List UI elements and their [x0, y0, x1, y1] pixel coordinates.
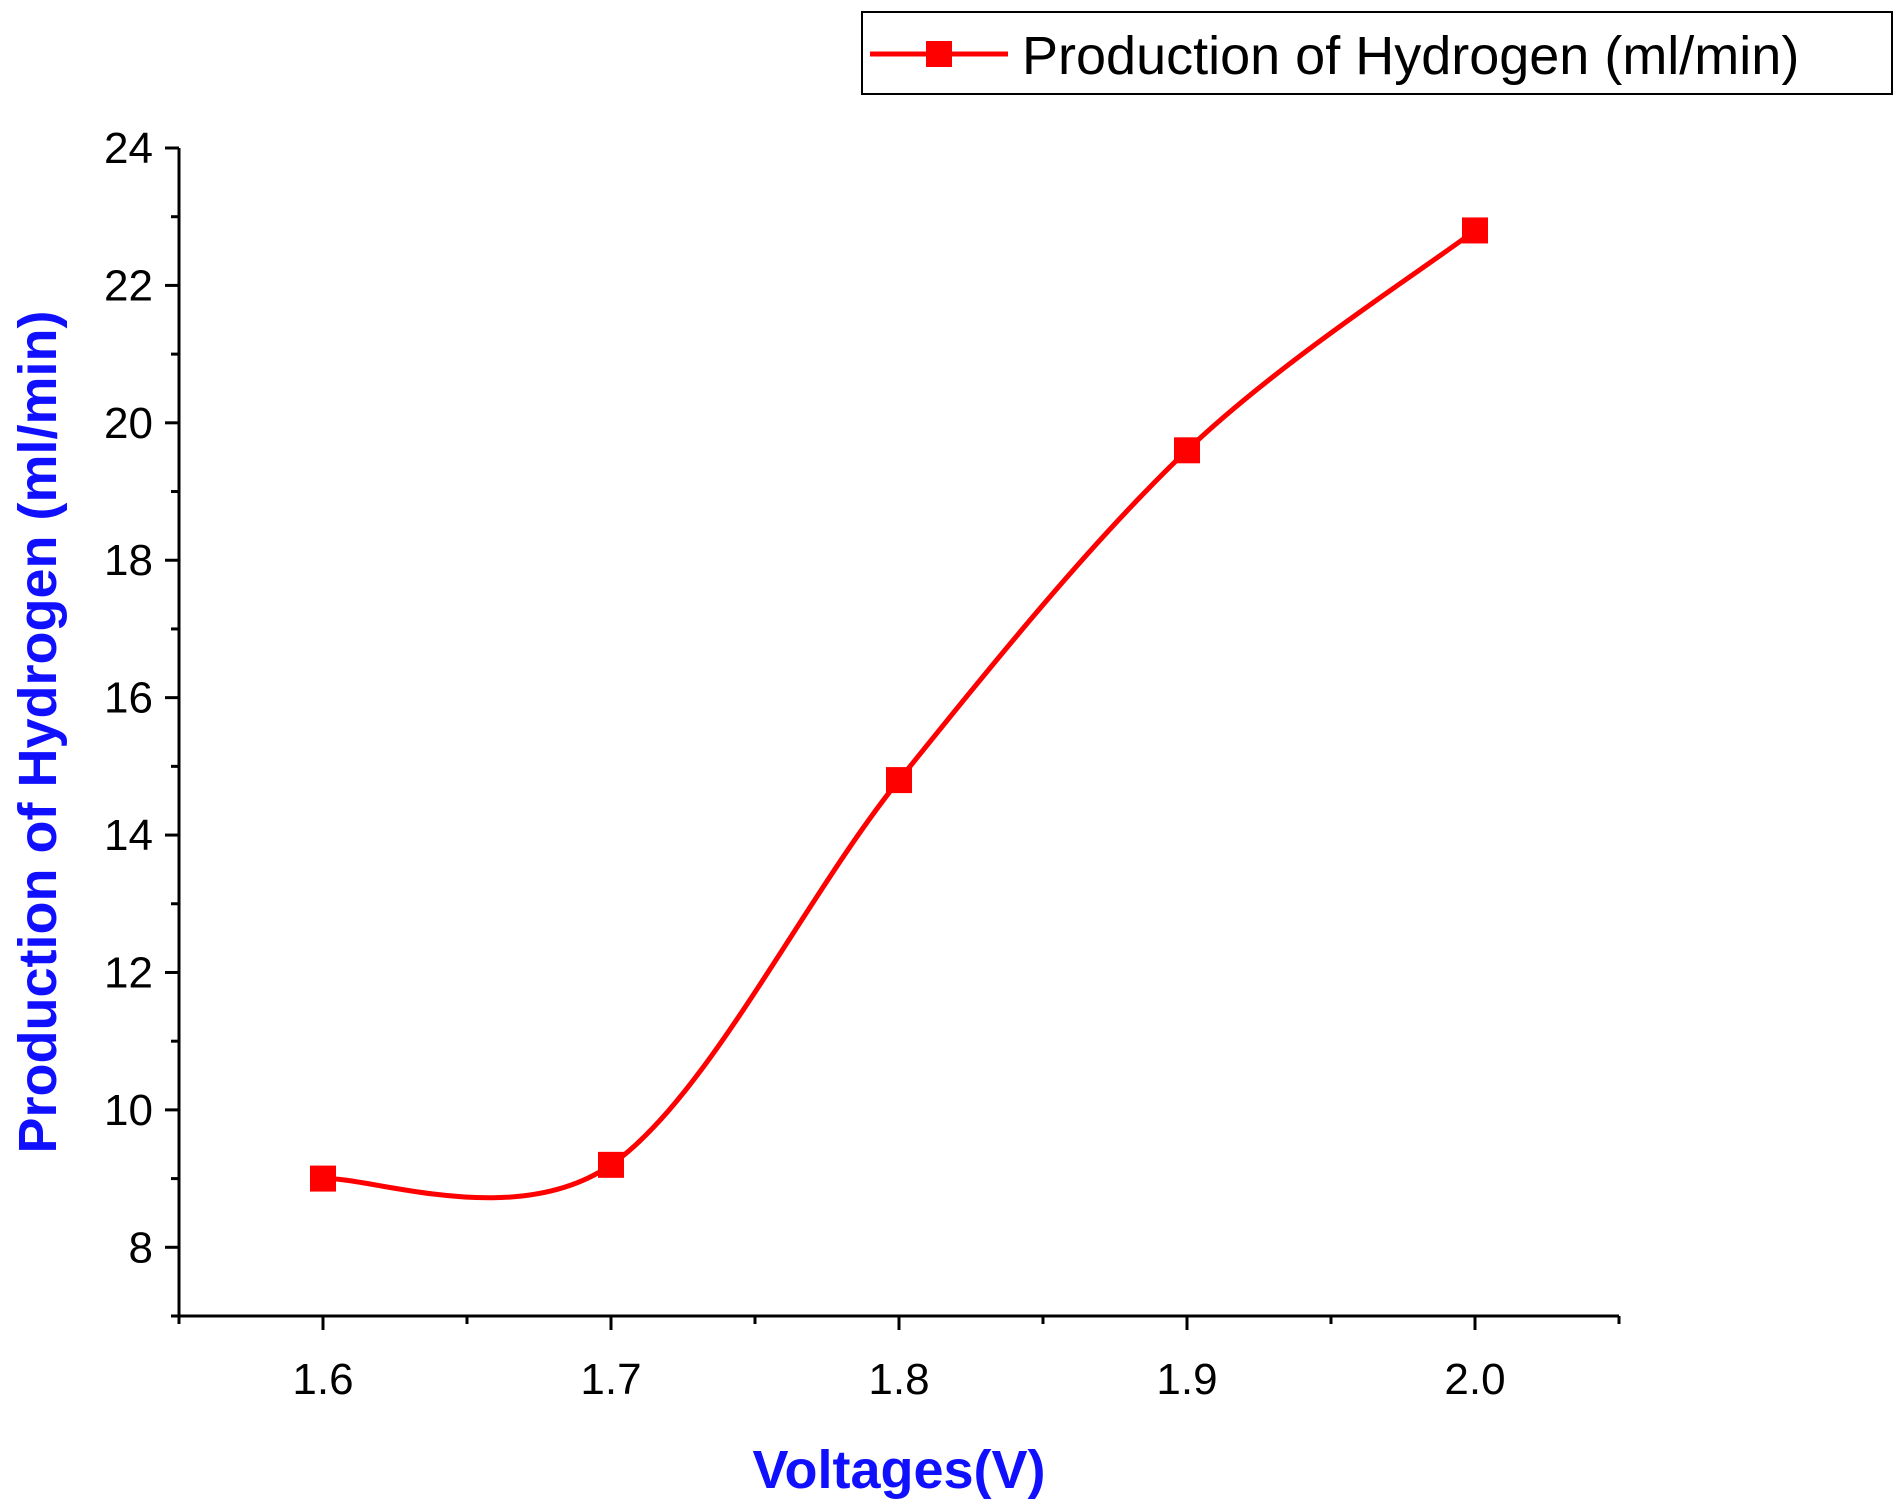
data-point-marker	[1174, 437, 1200, 464]
y-tick-label: 8	[129, 1223, 153, 1272]
data-point-marker	[598, 1151, 624, 1178]
data-point-marker	[1462, 217, 1488, 244]
x-tick-label: 1.8	[868, 1355, 929, 1404]
y-tick-label: 14	[104, 811, 153, 860]
data-point-marker	[310, 1165, 336, 1192]
y-ticks: 8 10 12 14 16 18 20 22 24	[104, 124, 179, 1318]
y-axis-title: Production of Hydrogen (ml/min)	[8, 311, 68, 1154]
axes	[177, 148, 1619, 1318]
legend-box	[861, 11, 1893, 95]
series-line	[322, 228, 1477, 1201]
x-ticks: 1.6 1.7 1.8 1.9 2.0	[177, 1316, 1621, 1404]
y-tick-label: 10	[104, 1086, 153, 1135]
y-tick-label: 18	[104, 536, 153, 585]
x-tick-label: 1.9	[1156, 1355, 1217, 1404]
series-group	[310, 217, 1488, 1201]
x-tick-label: 2.0	[1444, 1355, 1505, 1404]
legend-marker-sample	[926, 41, 952, 67]
y-tick-label: 22	[104, 261, 153, 310]
x-axis-title: Voltages(V)	[752, 1440, 1045, 1500]
legend-label: Production of Hydrogen (ml/min)	[1022, 26, 1799, 86]
y-tick-label: 12	[104, 948, 153, 997]
y-tick-label: 24	[104, 124, 153, 173]
y-tick-label: 20	[104, 399, 153, 448]
x-tick-label: 1.7	[580, 1355, 641, 1404]
x-tick-label: 1.6	[292, 1355, 353, 1404]
data-point-marker	[886, 767, 912, 794]
y-tick-label: 16	[104, 674, 153, 723]
legend: Production of Hydrogen (ml/min)	[861, 11, 1893, 95]
